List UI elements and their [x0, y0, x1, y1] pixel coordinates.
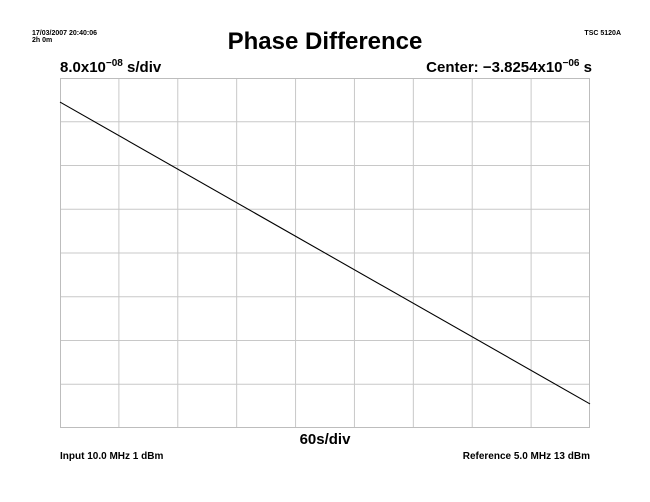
- y-scale-label: 8.0x10−08 s/div: [60, 58, 161, 76]
- grid: [60, 78, 590, 428]
- instrument-model: TSC 5120A: [584, 30, 621, 37]
- input-info: Input 10.0 MHz 1 dBm: [60, 451, 164, 462]
- phase-difference-line: [59, 101, 591, 405]
- reference-info: Reference 5.0 MHz 13 dBm: [462, 451, 590, 462]
- timestamp: 17/03/2007 20:40:06: [32, 30, 97, 37]
- center-label: Center: −3.8254x10−06 s: [426, 58, 592, 76]
- center-exponent: −06: [562, 58, 580, 69]
- center-suffix: s: [579, 59, 592, 76]
- chart-title: Phase Difference: [227, 28, 423, 55]
- plot-border: [60, 78, 590, 428]
- center-prefix: Center: −3.8254x10: [426, 59, 563, 76]
- y-scale-exponent: −08: [105, 58, 123, 69]
- duration: 2h 0m: [32, 37, 53, 44]
- y-scale-prefix: 8.0x10: [60, 59, 106, 76]
- y-scale-suffix: s/div: [122, 59, 162, 76]
- series-group: [59, 101, 591, 405]
- x-scale-label: 60s/div: [299, 431, 351, 448]
